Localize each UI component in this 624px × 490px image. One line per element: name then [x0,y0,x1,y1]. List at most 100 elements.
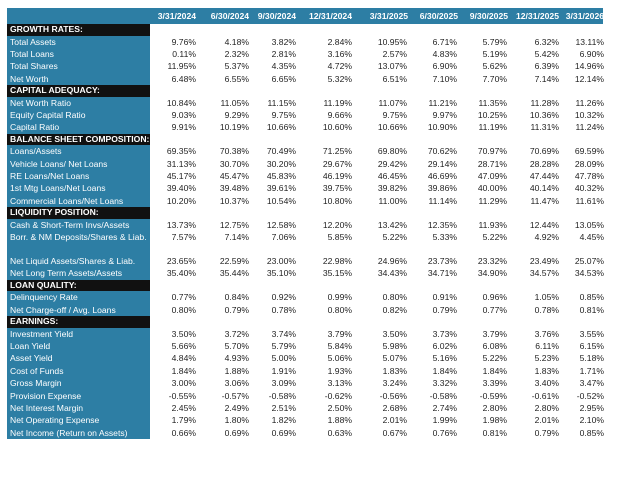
table-cell: 6.32% [534,36,559,47]
table-cell: 3.55% [579,328,604,339]
table-cell: 12.44% [529,219,559,230]
table-cell: -0.62% [324,390,352,401]
table-cell: 5.37% [224,61,249,72]
table-cell: 9.29% [224,109,249,120]
table-cell: 22.98% [322,256,352,267]
table-cell: 0.99% [327,292,352,303]
row-label: Total Shares [7,60,150,73]
table-row: Net Charge-off / Avg. Loans 0.80% 0.79% 0.7… [7,303,604,317]
table-cell: 2.10% [579,415,604,426]
table-cell: 5.33% [432,232,457,243]
table-row: Loan Yield 5.66% 5.70% 5.79% 5.84% 5.98% 6.02%… [7,340,604,353]
table-cell: 45.47% [219,171,249,182]
table-row: Total Assets 9.76% 4.18% 3.82% 2.84% 10.95% 6.… [7,35,604,48]
period-header: 3/31/2024 [157,11,196,21]
row-label: Total Assets [7,35,150,48]
table-cell: 31.13% [166,158,196,169]
table-cell: 47.78% [574,171,604,182]
table-cell: 3.82% [271,36,296,47]
table-cell: 5.79% [271,341,296,352]
table-cell: 6.71% [432,36,457,47]
table-cell: -0.56% [379,390,407,401]
table-cell: 1.83% [534,365,559,376]
table-cell: 30.70% [219,158,249,169]
table-cell: 34.71% [427,268,457,279]
table-row: Gross Margin 3.00% 3.06% 3.09% 3.13% 3.24% 3.3… [7,377,604,390]
table-cell: 5.66% [171,341,196,352]
table-cell: 3.50% [382,328,407,339]
table-cell: 5.22% [382,232,407,243]
table-cell: 4.18% [224,36,249,47]
section-header-row: LIQUIDITY POSITION: [7,207,603,219]
table-cell: 9.91% [171,122,196,133]
section-header-row: BALANCE SHEET COMPOSITION: [7,133,603,146]
table-cell: 11.29% [478,195,507,206]
period-header: 6/30/2025 [419,11,458,21]
table-cell: -0.58% [429,390,457,401]
period-header: 9/30/2025 [469,11,508,21]
table-cell: 29.42% [377,158,407,169]
table-cell: 5.85% [327,232,352,243]
table-cell: 3.79% [327,328,352,339]
table-row: Net Operating Expense 1.79% 1.80% 1.82% 1.88… [7,414,604,427]
table-cell: 0.79% [432,304,457,315]
table-cell: 10.25% [477,109,507,120]
table-cell: -0.58% [268,390,296,401]
table-cell: 47.09% [477,171,507,182]
table-cell: 5.98% [382,341,407,352]
table-cell: 2.84% [327,36,352,47]
table-cell: 2.50% [327,402,352,413]
table-row: Total Shares 11.95% 5.37% 4.35% 4.72% 13.07% 6… [7,60,604,73]
table-cell: 3.76% [534,328,559,339]
table-cell: 0.81% [579,304,604,315]
row-label: Cost of Funds [7,364,150,378]
table-row: Provision Expense -0.55% -0.57% -0.58% -0.62… [7,389,604,402]
table-cell: 11.05% [220,97,249,108]
table-cell: 9.97% [432,109,457,120]
table-row: Net Income (Return on Assets) 0.66% 0.69% 0… [7,426,604,440]
table-cell: 1.79% [171,415,196,426]
table-cell: 3.72% [224,328,249,339]
table-cell: 0.79% [534,427,559,438]
table-cell: 1.05% [534,292,559,303]
table-cell: 10.95% [377,36,407,47]
row-label: Loans/Assets [7,145,150,158]
table-cell: 3.00% [171,378,196,389]
row-label: Net Operating Expense [7,414,150,427]
table-cell: 1.80% [224,415,249,426]
table-cell: 0.77% [171,292,196,303]
table-cell: 3.06% [224,378,249,389]
table-body: GROWTH RATES: Total Assets 9.76% 4.18% 3.82%… [7,24,604,440]
table-cell: 9.75% [271,109,296,120]
table-row: Net Long Term Assets/Assets 35.40% 35.44% 3… [7,267,604,280]
table-cell: 3.73% [432,328,457,339]
table-cell: 7.14% [224,232,249,243]
table-cell: 13.07% [377,61,407,72]
row-label: Loan Yield [7,340,150,353]
row-label: Delinquency Rate [7,291,150,304]
table-row: 1st Mtg Loans/Net Loans 39.40% 39.48% 39.61… [7,182,604,195]
table-cell: 3.32% [432,378,457,389]
table-cell: 4.83% [432,48,457,59]
table-cell: 1.88% [327,415,352,426]
period-header: 3/31/2026 [565,11,604,21]
table-cell: 11.14% [428,195,457,206]
row-label: Net Interest Margin [7,401,150,415]
table-cell: 11.19% [478,122,507,133]
table-cell: 1.84% [432,365,457,376]
table-cell: 11.28% [530,97,559,108]
table-cell: 5.16% [432,353,457,364]
table-cell: 29.14% [427,158,457,169]
table-cell: 40.14% [529,183,559,194]
table-cell: 4.45% [579,232,604,243]
section-header-row: CAPITAL ADEQUACY: [7,85,603,97]
table-cell: 69.59% [574,146,604,157]
table-cell: 1.82% [271,415,296,426]
table-cell: 24.96% [377,256,407,267]
table-cell: 28.71% [477,158,507,169]
table-cell: 0.79% [224,304,249,315]
table-cell: 11.07% [378,97,407,108]
table-cell: 7.14% [534,73,559,84]
table-cell: 0.69% [224,427,249,438]
table-cell: -0.57% [221,390,249,401]
